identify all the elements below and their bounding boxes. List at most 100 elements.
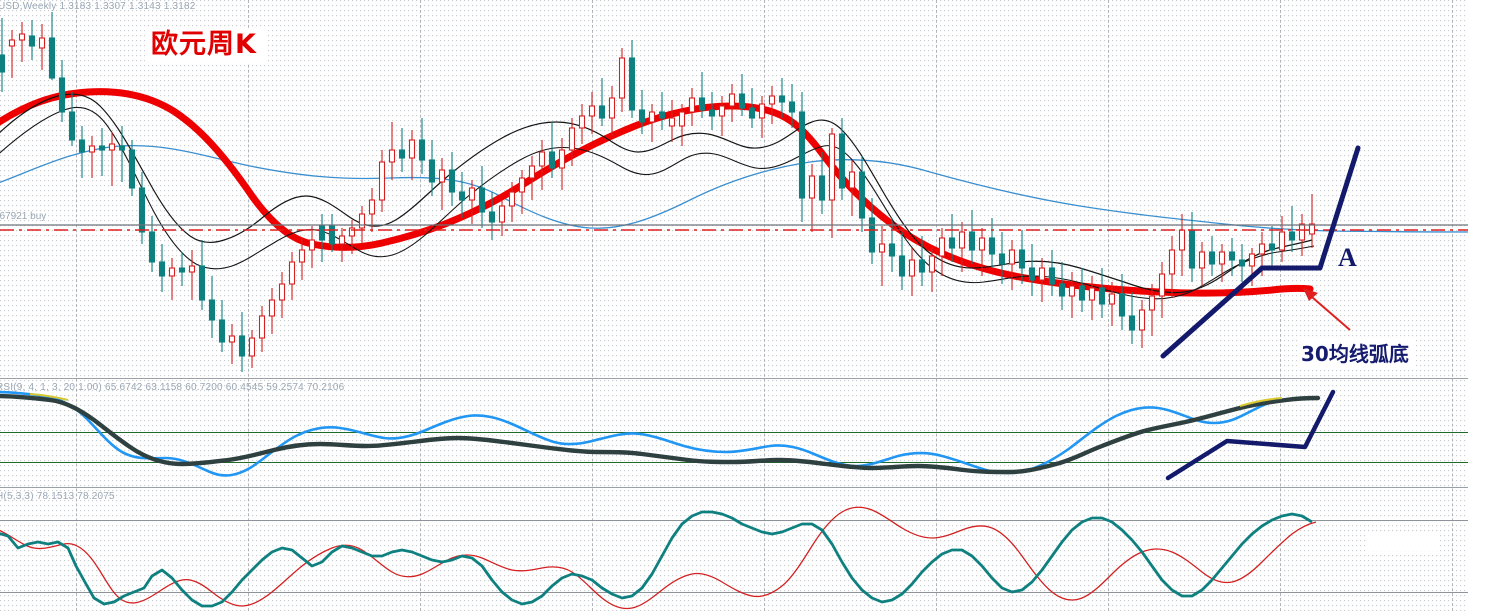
candle-body: [878, 243, 886, 253]
candle-body: [558, 149, 566, 169]
candle-body: [1108, 293, 1116, 305]
candle-body: [888, 243, 896, 257]
ma-long-blue-line: [0, 144, 1504, 233]
point-a-label: A: [1338, 243, 1357, 272]
candle-body: [158, 261, 166, 277]
ma-fast-black-line: [0, 93, 1313, 294]
candle-body: [728, 93, 736, 107]
candle-body: [48, 37, 56, 79]
candle-body: [498, 205, 506, 223]
candle-body: [18, 33, 26, 41]
candle-body: [188, 265, 196, 273]
candle-body: [1278, 231, 1286, 251]
candle-body: [78, 139, 86, 153]
candle-body: [638, 109, 646, 123]
candle-body: [678, 111, 686, 127]
rsi-highlight-segment-2: [29, 393, 69, 401]
rsi-highlight-segment: [1239, 397, 1283, 407]
rsi-fast-line: [0, 390, 1315, 477]
candle-body: [1078, 285, 1086, 301]
rsi-signal-line: [0, 393, 1321, 475]
candle-body: [318, 225, 326, 241]
ma-note-arrow: [1303, 288, 1351, 331]
stoch-indicator-label: H(5,3,3) 78.1513 78.2075: [0, 491, 115, 502]
time-gridline: [1280, 0, 1281, 611]
time-gridline: [1452, 0, 1453, 611]
panel-separator-stoch: [0, 487, 1504, 488]
candle-body: [1148, 295, 1156, 311]
candle-body: [1248, 253, 1256, 267]
candle-body: [668, 117, 676, 127]
candle-body: [478, 187, 486, 213]
candle-body: [768, 95, 776, 105]
ma-note-text: 30均线弧底: [1301, 342, 1409, 366]
candle-body: [948, 237, 956, 249]
chart-title-text: 欧元周K: [151, 29, 257, 60]
price-trendline-group[interactable]: [1160, 145, 1361, 359]
ma-note-box: 30均线弧底: [1297, 340, 1415, 369]
candle-body: [538, 151, 546, 167]
candle-body: [1218, 251, 1226, 265]
candle-body: [1098, 287, 1106, 305]
candle-body: [738, 93, 746, 109]
candle-body: [628, 57, 636, 111]
time-gridline: [592, 0, 593, 611]
candle-body: [918, 259, 926, 273]
candle-body: [608, 97, 616, 119]
candle-body: [298, 249, 306, 263]
candle-body: [368, 199, 376, 215]
candle-body: [168, 267, 176, 277]
candle-body: [508, 191, 516, 207]
candle-body: [858, 171, 866, 219]
candle-body: [1198, 251, 1206, 269]
candle-body: [248, 337, 256, 357]
candle-body: [448, 169, 456, 193]
time-gridline: [76, 0, 77, 611]
candle-body: [358, 213, 366, 229]
rsi-trendline-group[interactable]: [1165, 389, 1336, 481]
candle-body: [308, 239, 316, 251]
symbol-ohlc-label: USD,Weekly 1.3183 1.3307 1.3143 1.3182: [0, 1, 196, 12]
candle-body: [1118, 293, 1126, 317]
candle-body: [928, 255, 936, 273]
stoch-level-line: [0, 592, 1504, 593]
candle-body: [118, 145, 126, 151]
candle-body: [388, 149, 396, 163]
rsi-level-line: [0, 432, 1504, 433]
candle-body: [468, 187, 476, 201]
candle-body: [278, 283, 286, 301]
rsi-panel-plot: [0, 390, 1321, 477]
candlestick-series: [0, 12, 1316, 372]
candle-body: [1188, 229, 1196, 269]
candle-body: [528, 165, 536, 179]
candle-body: [658, 111, 666, 119]
candle-body: [778, 95, 786, 103]
candle-body: [148, 231, 156, 263]
candle-body: [428, 159, 436, 183]
candle-body: [1088, 287, 1096, 301]
candle-body: [98, 145, 106, 151]
candle-body: [88, 145, 96, 153]
candle-body: [598, 105, 606, 119]
candle-body: [618, 57, 626, 99]
stoch-d-line: [0, 506, 1317, 610]
candle-body: [808, 175, 816, 199]
candle-body: [1018, 249, 1026, 269]
candle-body: [268, 299, 276, 317]
candle-body: [968, 231, 976, 251]
candle-body: [788, 101, 796, 113]
stoch-panel-plot: [0, 506, 1317, 610]
candle-body: [258, 315, 266, 339]
candle-body: [138, 187, 146, 233]
candle-body: [688, 97, 696, 113]
candle-body: [978, 237, 986, 251]
candle-body: [378, 161, 386, 201]
candle-body: [0, 54, 6, 73]
price-panel-plot: [0, 12, 1504, 372]
candle-body: [1038, 267, 1046, 281]
time-gridline: [420, 0, 421, 611]
candle-body: [1028, 267, 1036, 281]
candle-body: [1238, 259, 1246, 267]
candle-body: [408, 139, 416, 159]
candle-body: [68, 111, 76, 141]
